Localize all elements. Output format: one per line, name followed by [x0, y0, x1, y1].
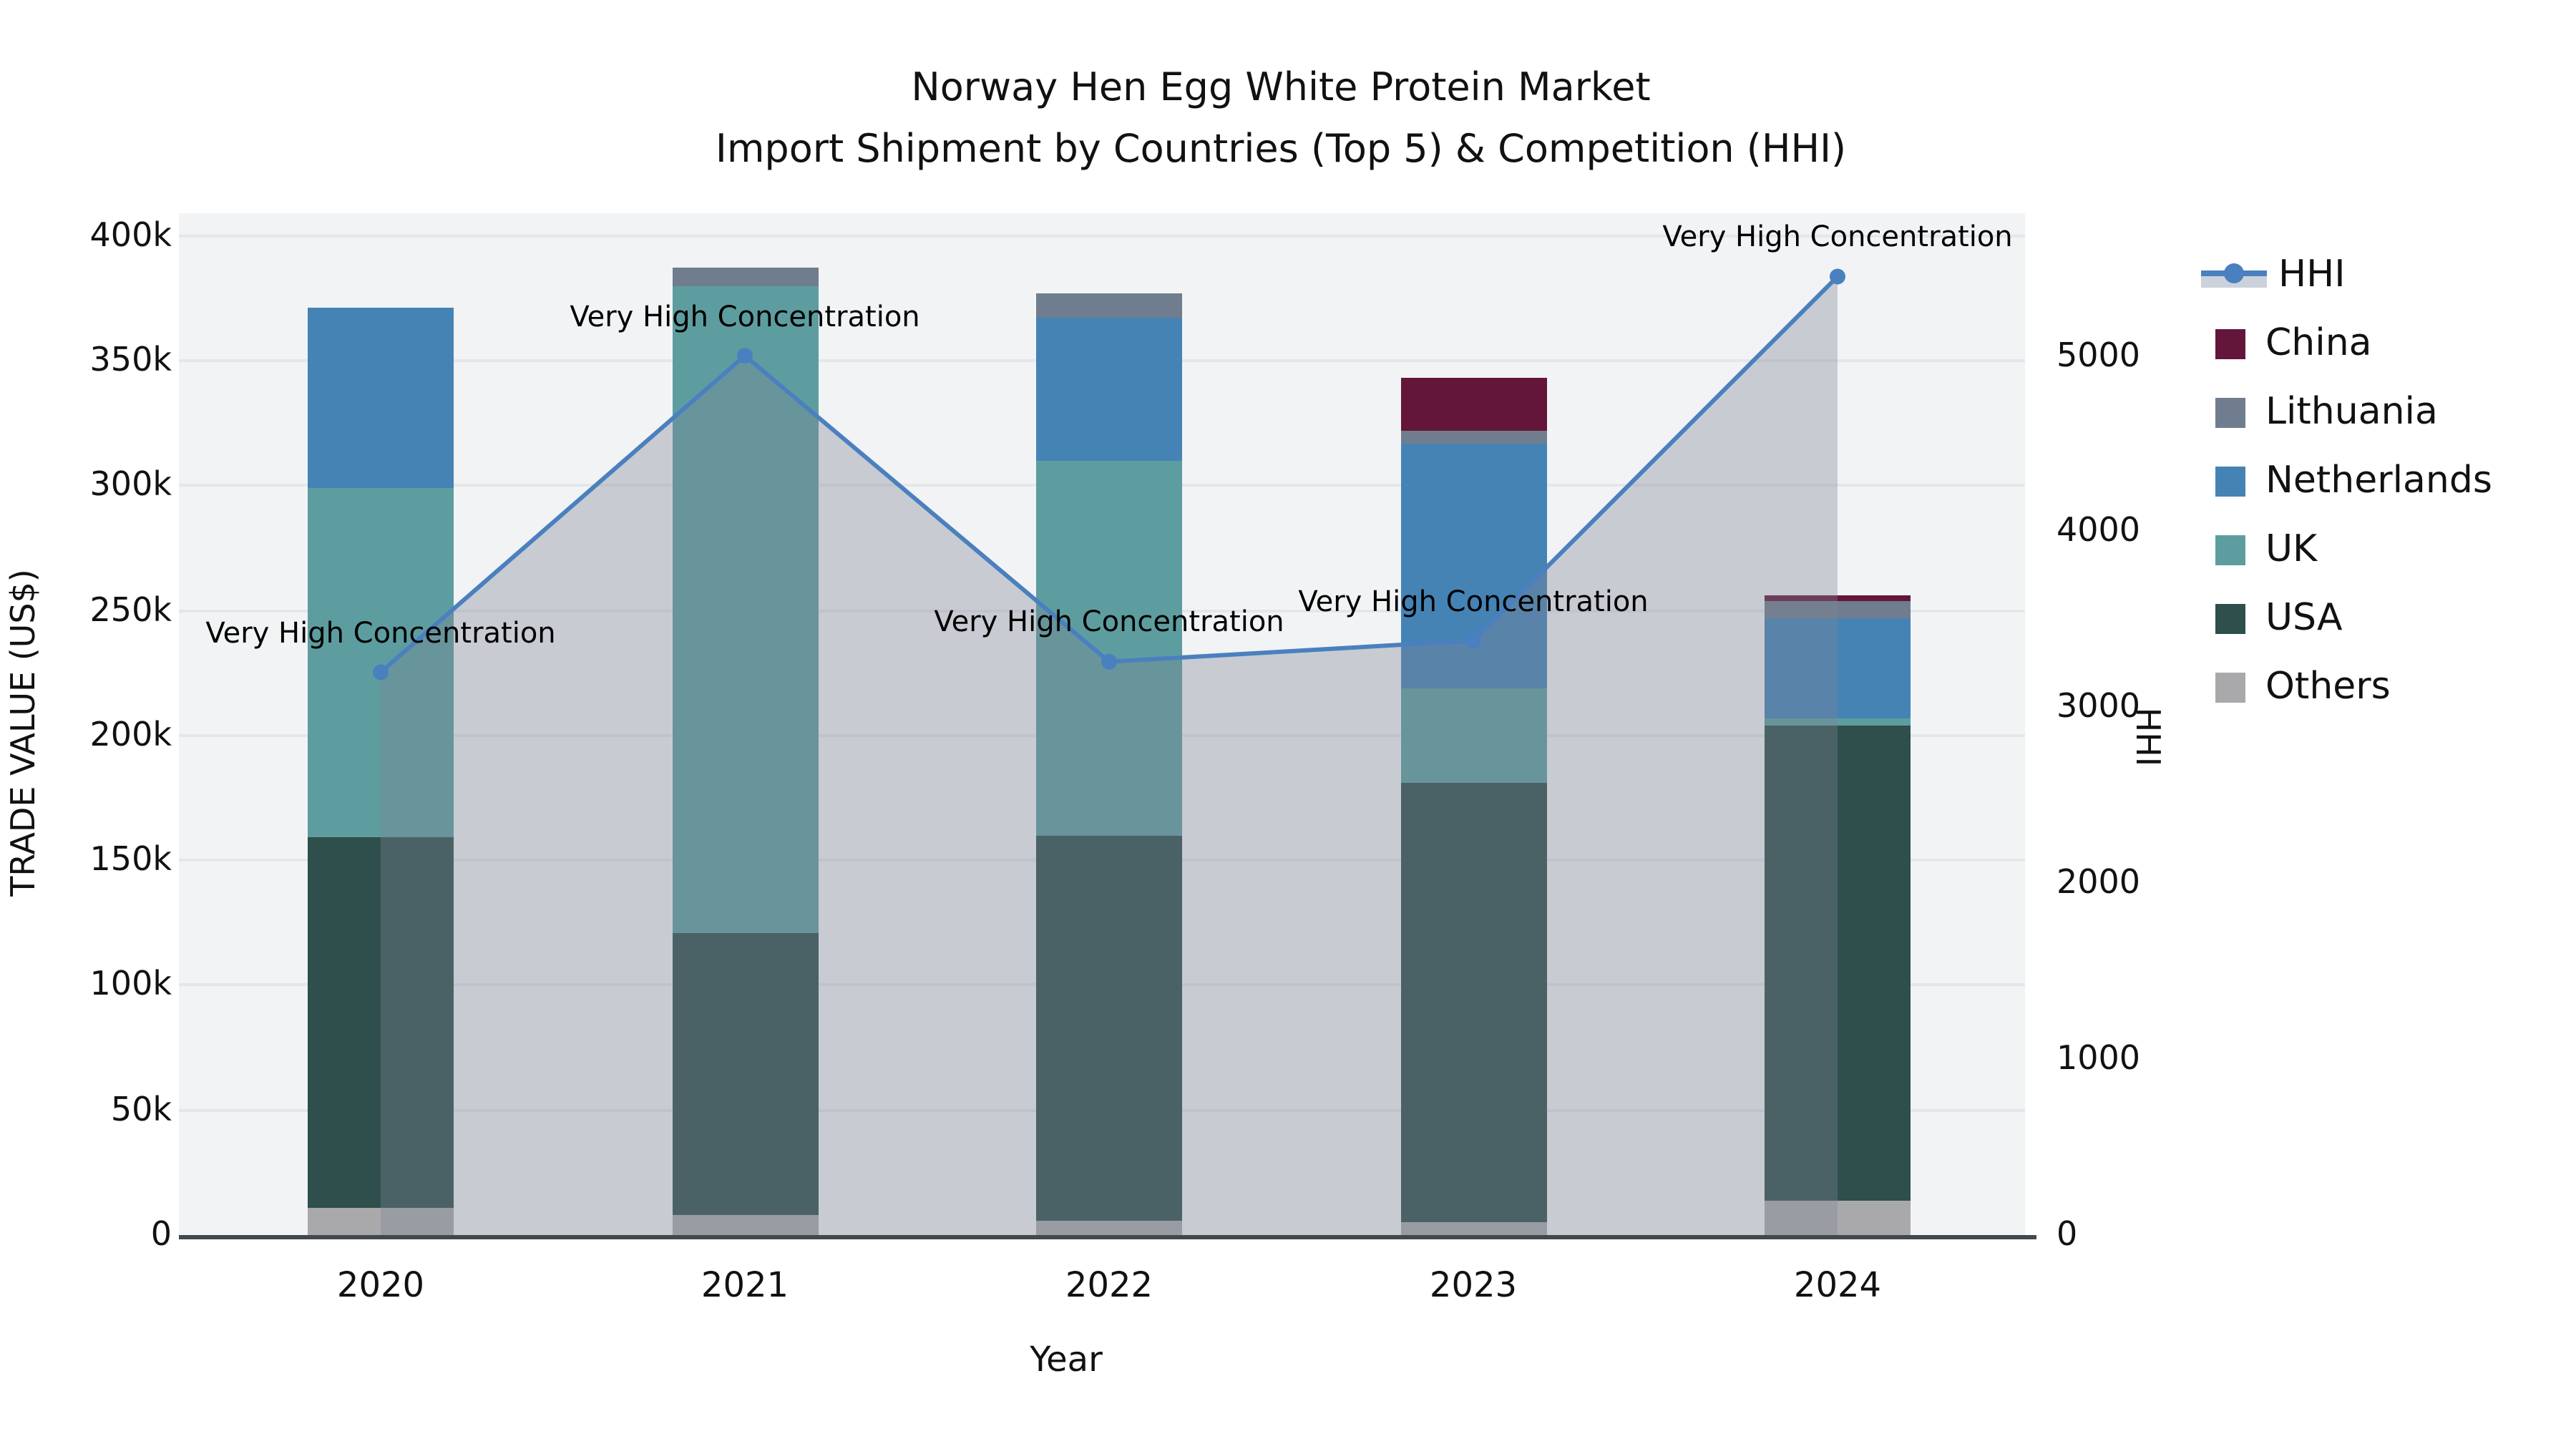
bar-segment-2024-UK — [1765, 718, 1911, 726]
legend-item-Netherlands[interactable]: Netherlands — [2215, 447, 2492, 515]
x-axis-tick-2021: 2021 — [701, 1265, 789, 1305]
legend-item-USA[interactable]: USA — [2215, 584, 2492, 653]
y-axis-right-tick-4000: 4000 — [2057, 512, 2141, 550]
x-axis-tick-2023: 2023 — [1429, 1265, 1518, 1305]
bar-segment-2020-Others — [308, 1207, 454, 1235]
legend: HHI China Lithuania Netherlands UK USA Others — [2201, 240, 2492, 721]
legend-swatch-Lithuania — [2215, 397, 2245, 427]
bar-segment-2023-China — [1400, 378, 1546, 431]
bar-segment-2020-USA — [308, 837, 454, 1208]
legend-label-China: China — [2265, 322, 2372, 365]
hhi-marker-2020 — [373, 664, 389, 680]
legend-item-China[interactable]: China — [2215, 309, 2492, 378]
bar-segment-2022-UK — [1036, 460, 1182, 836]
chart-title-line1: Norway Hen Egg White Protein Market — [911, 66, 1651, 110]
y-axis-left-tick-150k: 150k — [89, 841, 172, 879]
annotation-2024: Very High Concentration — [1662, 219, 2013, 254]
annotation-2021: Very High Concentration — [570, 298, 920, 333]
legend-label-Netherlands: Netherlands — [2265, 459, 2492, 502]
chart-title-line2: Import Shipment by Countries (Top 5) & C… — [715, 127, 1847, 172]
bar-segment-2023-USA — [1400, 783, 1546, 1223]
annotation-2020: Very High Concentration — [205, 615, 556, 650]
bar-segment-2022-Lithuania — [1036, 293, 1182, 318]
hhi-marker-2023 — [1465, 633, 1481, 649]
annotation-2022: Very High Concentration — [934, 604, 1284, 639]
bar-segment-2023-UK — [1400, 688, 1546, 783]
bar-segment-2023-Lithuania — [1400, 430, 1546, 444]
y-axis-left-tick-400k: 400k — [89, 217, 172, 255]
legend-item-Others[interactable]: Others — [2215, 653, 2492, 721]
legend-label-Others: Others — [2265, 665, 2391, 708]
bar-segment-2021-Others — [672, 1215, 818, 1235]
legend-item-Lithuania[interactable]: Lithuania — [2215, 378, 2492, 447]
hhi-area-fill — [381, 276, 1838, 1235]
bar-segment-2020-UK — [308, 488, 454, 838]
bar-segment-2022-Others — [1036, 1220, 1182, 1235]
bar-segment-2024-USA — [1765, 725, 1911, 1201]
y-axis-left-tick-200k: 200k — [89, 716, 172, 754]
y-axis-left-tick-50k: 50k — [110, 1091, 172, 1129]
x-axis-title: Year — [1030, 1340, 1103, 1380]
legend-item-UK[interactable]: UK — [2215, 515, 2492, 584]
x-axis-line — [179, 1235, 2036, 1239]
legend-label-HHI: HHI — [2278, 253, 2346, 296]
y-axis-title-right: HHI — [2128, 707, 2165, 767]
legend-label-UK: UK — [2265, 528, 2318, 571]
bar-segment-2022-USA — [1036, 835, 1182, 1220]
y-axis-left-tick-100k: 100k — [89, 966, 172, 1004]
y-axis-title-left: TRADE VALUE (US$) — [6, 569, 43, 897]
legend-hhi-marker-sample — [2224, 263, 2244, 283]
legend-label-Lithuania: Lithuania — [2265, 391, 2438, 434]
x-axis-tick-2020: 2020 — [336, 1265, 425, 1305]
legend-hhi-line-swatch-icon — [2201, 258, 2267, 292]
bar-segment-2024-Lithuania — [1765, 600, 1911, 618]
chart-title: Norway Hen Egg White Protein Market Impo… — [0, 57, 2562, 180]
y-axis-right-tick-3000: 3000 — [2057, 688, 2141, 726]
y-axis-left-tick-0: 0 — [150, 1216, 172, 1254]
gridline-400k — [179, 234, 2025, 238]
hhi-marker-2024 — [1830, 268, 1845, 285]
bar-segment-2020-Netherlands — [308, 308, 454, 489]
legend-swatch-UK — [2215, 535, 2245, 565]
y-axis-left-tick-350k: 350k — [89, 341, 172, 379]
bar-segment-2021-Lithuania — [672, 268, 818, 286]
annotation-2023: Very High Concentration — [1298, 583, 1649, 618]
hhi-marker-2022 — [1101, 653, 1117, 670]
y-axis-right-tick-0: 0 — [2057, 1216, 2078, 1254]
legend-swatch-USA — [2215, 603, 2245, 633]
y-axis-right-tick-5000: 5000 — [2057, 337, 2141, 375]
bar-segment-2024-Others — [1765, 1200, 1911, 1235]
legend-item-HHI[interactable]: HHI — [2201, 240, 2492, 309]
y-axis-right-tick-2000: 2000 — [2057, 864, 2141, 902]
legend-swatch-Netherlands — [2215, 466, 2245, 496]
bar-segment-2022-Netherlands — [1036, 318, 1182, 461]
y-axis-right-tick-1000: 1000 — [2057, 1040, 2141, 1078]
bar-segment-2021-USA — [672, 932, 818, 1216]
bar-segment-2024-China — [1765, 595, 1911, 601]
legend-swatch-Others — [2215, 672, 2245, 702]
legend-label-USA: USA — [2265, 597, 2343, 640]
hhi-marker-2021 — [737, 348, 753, 364]
x-axis-tick-2022: 2022 — [1065, 1265, 1153, 1305]
legend-swatch-China — [2215, 328, 2245, 358]
x-axis-tick-2024: 2024 — [1793, 1265, 1882, 1305]
bar-segment-2024-Netherlands — [1765, 618, 1911, 718]
bar-segment-2021-UK — [672, 286, 818, 933]
y-axis-left-tick-300k: 300k — [89, 467, 172, 504]
y-axis-left-tick-250k: 250k — [89, 592, 172, 630]
bar-segment-2023-Others — [1400, 1222, 1546, 1235]
